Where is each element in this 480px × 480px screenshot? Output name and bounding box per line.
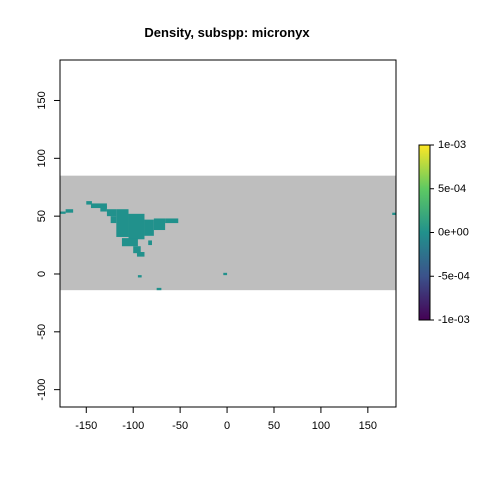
x-tick-label: -50 — [172, 420, 188, 432]
legend-color-bar — [418, 144, 431, 321]
x-tick-label: 100 — [312, 420, 330, 432]
presence-cell — [133, 246, 141, 254]
presence-cell — [136, 252, 145, 257]
x-tick-label: -150 — [75, 420, 97, 432]
presence-cell — [60, 211, 66, 214]
presence-cell — [144, 219, 154, 236]
presence-cell — [100, 205, 107, 212]
y-tick-label: -100 — [36, 379, 48, 401]
y-tick-label: 0 — [36, 271, 48, 277]
plot-area — [60, 175, 396, 291]
presence-cell — [116, 209, 129, 237]
legend-label: 0e+00 — [438, 227, 469, 239]
presence-cell — [137, 275, 142, 278]
x-tick-label: 0 — [224, 420, 230, 432]
legend-label: -1e-03 — [438, 314, 470, 326]
presence-cell — [153, 218, 166, 231]
presence-cell — [156, 287, 162, 291]
presence-cell — [110, 216, 117, 224]
legend-label: 5e-04 — [438, 183, 466, 195]
presence-cell — [128, 213, 145, 240]
presence-cell — [121, 238, 138, 247]
presence-cell — [148, 240, 152, 246]
chart-title: Density, subspp: micronyx — [144, 25, 310, 40]
x-tick-label: 150 — [359, 420, 377, 432]
legend-label: -5e-04 — [438, 270, 470, 282]
presence-cell — [223, 272, 228, 276]
axes: -150 -100 -50 0 50 100 150 -100 -50 0 50 100 150 — [36, 59, 397, 432]
presence-cell — [65, 209, 74, 213]
presence-cell — [392, 212, 396, 215]
presence-cell — [86, 201, 92, 205]
legend-label: 1e-03 — [438, 139, 466, 151]
x-tick-label: -100 — [122, 420, 144, 432]
y-tick-label: -50 — [36, 324, 48, 340]
y-tick-label: 100 — [36, 149, 48, 167]
raster-extent — [60, 175, 396, 291]
presence-cell — [165, 218, 179, 224]
legend: 1e-03 5e-04 0e+00 -5e-04 -1e-03 — [418, 139, 470, 326]
y-tick-label: 150 — [36, 91, 48, 109]
x-tick-label: 50 — [268, 420, 280, 432]
presence-cell — [90, 203, 107, 209]
y-tick-label: 50 — [36, 210, 48, 222]
presence-cell — [106, 209, 117, 217]
